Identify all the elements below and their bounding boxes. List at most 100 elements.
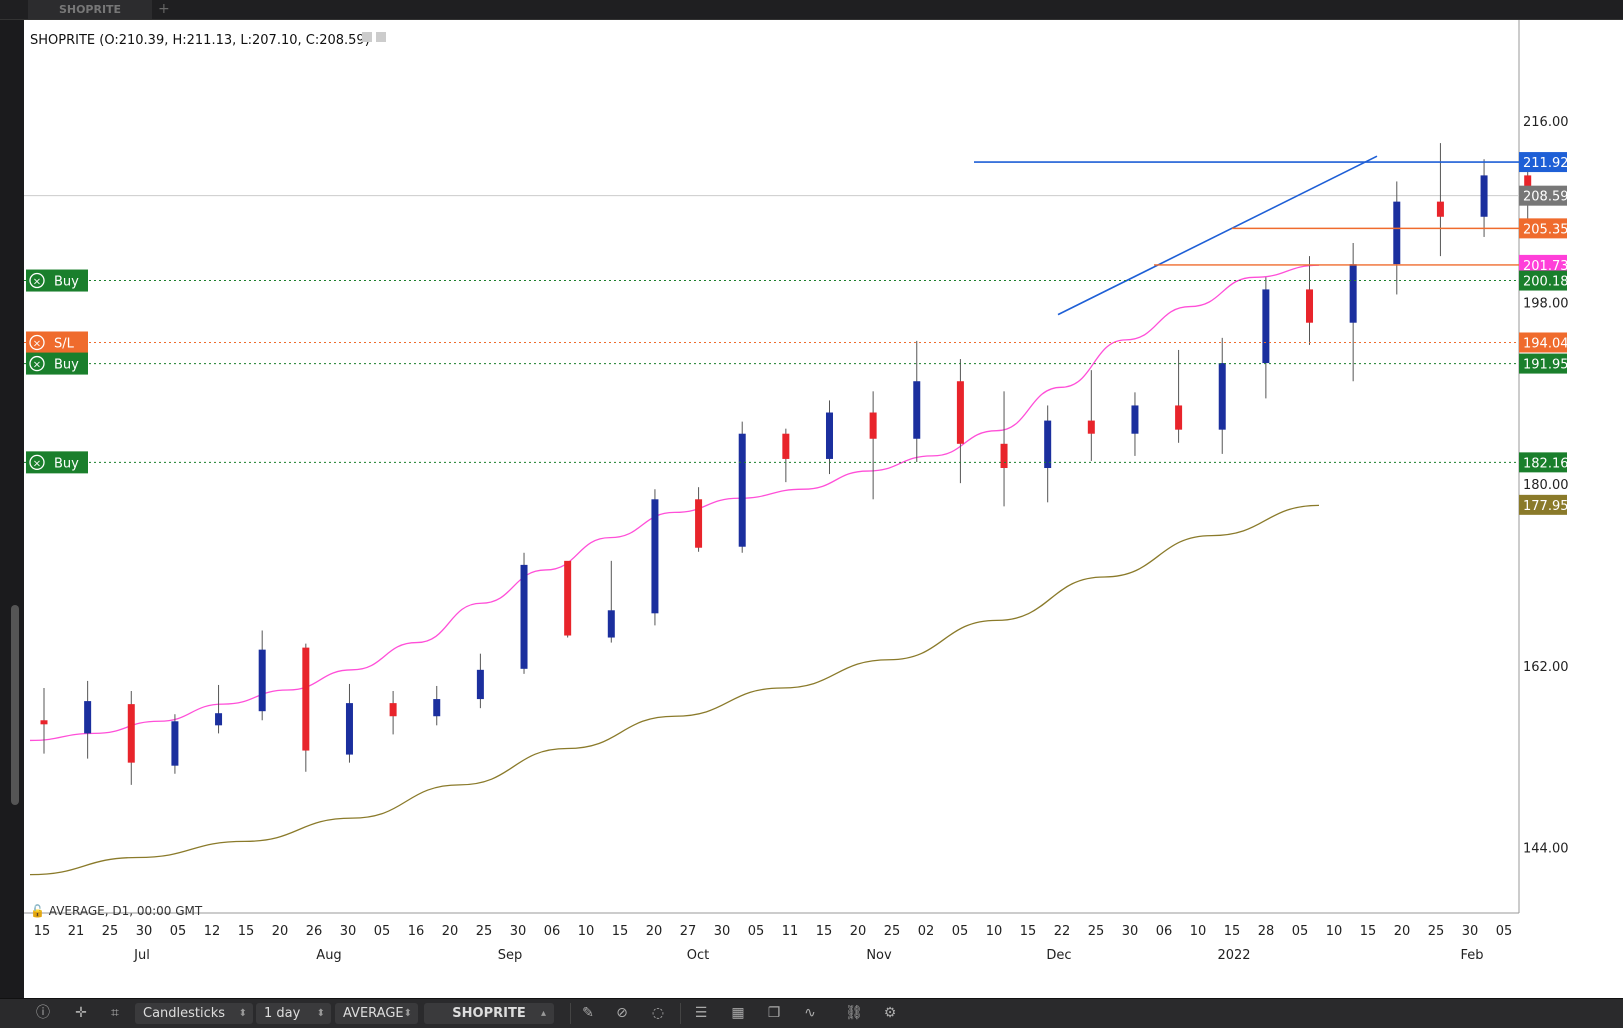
hide-drawings-icon[interactable]: ◌ (651, 1005, 665, 1021)
order-lines: × Buy × S/L × Buy × Buy (24, 269, 1519, 474)
time-axis-month-label: Feb (1460, 948, 1483, 963)
time-axis-day-label: 25 (476, 924, 493, 939)
chart-header: SHOPRITE (O:210.39, H:211.13, L:207.10, … (30, 33, 370, 48)
time-axis-day-label: 10 (986, 924, 1003, 939)
bull-candle (913, 381, 921, 439)
time-axis-day-label: 30 (1122, 924, 1139, 939)
bull-candle (1218, 363, 1226, 430)
order-badge[interactable]: × Buy (26, 451, 88, 474)
bear-candle (1175, 405, 1183, 430)
header-settings-icon[interactable] (362, 32, 372, 42)
gear-icon[interactable]: ⚙ (883, 1005, 897, 1021)
price-tag-label: 208.59 (1523, 190, 1569, 205)
order-type-label: Buy (54, 275, 79, 290)
bear-candle (869, 412, 877, 439)
time-axis-day-label: 11 (782, 924, 799, 939)
bull-candle (1349, 264, 1357, 323)
time-axis-day-label: 10 (1326, 924, 1343, 939)
bull-candle (215, 713, 223, 726)
order-type-label: Buy (54, 456, 79, 471)
bull-candle (607, 610, 615, 638)
time-axis-day-label: 25 (1428, 924, 1445, 939)
price-tag (1519, 332, 1567, 353)
vertical-scrollbar[interactable] (11, 605, 19, 805)
close-order-glyph: × (33, 277, 41, 288)
chart-list-icon[interactable]: ☰ (694, 1005, 708, 1021)
price-chart[interactable]: × Buy × S/L × Buy × Buy 216.00 198.00 180.00 162.0… (24, 20, 1623, 998)
time-axis-day-label: 10 (578, 924, 595, 939)
time-axis-day-label: 20 (1394, 924, 1411, 939)
bear-candle (389, 703, 397, 717)
tab-shoprite[interactable]: SHOPRITE (28, 0, 152, 19)
bull-candle (345, 703, 353, 755)
bear-candle (564, 560, 572, 636)
bull-candle (433, 699, 441, 717)
bull-candle (171, 721, 179, 766)
order-badge[interactable]: × Buy (26, 269, 88, 292)
time-axis-day-label: 15 (612, 924, 629, 939)
order-badge[interactable]: × S/L (26, 331, 88, 354)
tab-bar: SHOPRITE + (0, 0, 1623, 20)
candles (40, 143, 1532, 785)
bull-candle (1131, 405, 1139, 434)
bear-candle (695, 499, 703, 548)
lock-icon: 🔓 (30, 904, 49, 918)
time-axis-month-label: Dec (1046, 948, 1071, 963)
bear-candle (127, 704, 135, 763)
order-type-label: S/L (54, 336, 75, 351)
time-axis-day-label: 10 (1190, 924, 1207, 939)
header-close-icon[interactable] (376, 32, 386, 42)
bear-candle (956, 381, 964, 444)
time-axis-day-label: 06 (544, 924, 561, 939)
indicator-icon[interactable]: ∿ (804, 1005, 816, 1021)
add-tab-button[interactable]: + (158, 1, 170, 17)
price-scale-label: 216.00 (1523, 115, 1569, 130)
price-tag-label: 182.16 (1523, 456, 1569, 471)
bear-candle (40, 720, 48, 725)
time-axis: 15 21 25 30 05 12 15 20 26 30 05 16 20 25 30 06 10 15 20 27… (34, 924, 1513, 963)
time-axis-day-label: 20 (272, 924, 289, 939)
price-tag (1519, 452, 1567, 473)
time-axis-day-label: 05 (1496, 924, 1513, 939)
time-axis-day-label: 30 (714, 924, 731, 939)
price-tag (1519, 353, 1567, 374)
time-axis-day-label: 16 (408, 924, 425, 939)
price-tag-label: 205.35 (1523, 222, 1569, 237)
magnet-icon[interactable]: ⊘ (616, 1005, 628, 1021)
pencil-icon[interactable]: ✎ (582, 1005, 594, 1021)
indicator-select[interactable]: AVERAGE ⬍ (335, 1003, 418, 1024)
close-order-glyph: × (33, 338, 41, 349)
timeframe-select[interactable]: 1 day ⬍ (256, 1003, 331, 1024)
symbol-select[interactable]: SHOPRITE ▴ (424, 1003, 554, 1024)
time-axis-day-label: 12 (204, 924, 221, 939)
ma-fast-line (29, 264, 1320, 742)
layout-icon[interactable]: ▦ (731, 1005, 745, 1021)
time-axis-day-label: 15 (34, 924, 51, 939)
time-axis-day-label: 05 (374, 924, 391, 939)
info-icon[interactable]: ⓘ (36, 1005, 50, 1021)
ohlc-values: (O:210.39, H:211.13, L:207.10, C:208.59) (99, 33, 370, 48)
price-tag (1519, 152, 1567, 173)
chart-area[interactable]: × Buy × S/L × Buy × Buy 216.00 198.00 180.00 162.0… (24, 20, 1623, 998)
bull-candle (258, 649, 266, 712)
tab-label: SHOPRITE (58, 3, 122, 16)
time-axis-day-label: 25 (102, 924, 119, 939)
symbol-name: SHOPRITE (30, 33, 95, 48)
time-axis-day-label: 20 (850, 924, 867, 939)
close-order-icon (29, 454, 45, 471)
time-axis-day-label: 30 (136, 924, 153, 939)
bull-candle (1480, 175, 1488, 217)
close-order-glyph: × (33, 458, 41, 469)
crop-icon[interactable]: ⌗ (111, 1005, 119, 1021)
price-scale-label: 198.00 (1523, 297, 1569, 312)
chart-type-select[interactable]: Candlesticks ⬍ (135, 1003, 253, 1024)
price-scale-label: 144.00 (1523, 841, 1569, 856)
templates-icon[interactable]: ❐ (767, 1005, 781, 1021)
crosshair-icon[interactable]: ✛ (75, 1005, 87, 1021)
bull-candle (520, 564, 528, 669)
close-order-glyph: × (33, 360, 41, 371)
time-axis-day-label: 27 (680, 924, 697, 939)
order-badge[interactable]: × Buy (26, 352, 88, 375)
link-icon[interactable]: ⛓ (845, 1005, 863, 1021)
time-axis-day-label: 06 (1156, 924, 1173, 939)
